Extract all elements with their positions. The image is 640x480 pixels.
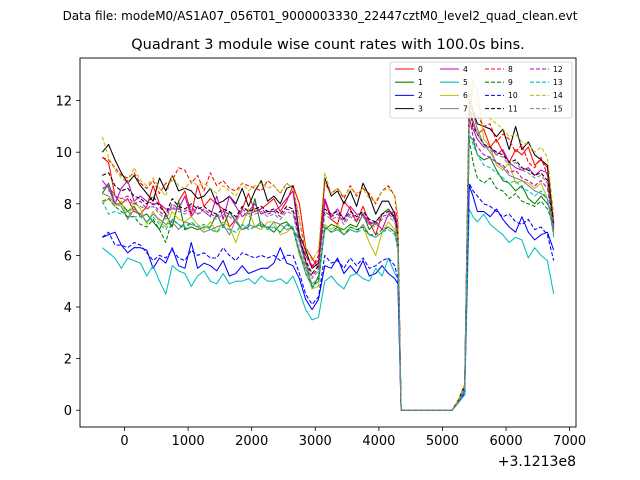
- x-tick-label: 1000: [172, 434, 205, 449]
- series-line-4: [101, 120, 555, 411]
- legend-label-8: 8: [508, 65, 513, 74]
- x-tick-label: 0: [120, 434, 128, 449]
- series-line-6: [101, 79, 555, 411]
- legend-label-13: 13: [553, 78, 563, 87]
- series-line-2: [102, 185, 555, 411]
- legend-label-15: 15: [553, 104, 563, 113]
- x-tick-label: 7000: [553, 434, 586, 449]
- series-line-15: [102, 112, 555, 411]
- y-tick-label: 12: [55, 95, 72, 110]
- x-tick-label: 5000: [426, 434, 459, 449]
- legend-label-11: 11: [508, 104, 518, 113]
- legend-label-2: 2: [418, 91, 423, 100]
- y-axis: 0 2 4 6 8 10 12: [55, 95, 80, 419]
- series-line-0: [101, 105, 555, 411]
- y-tick-label: 10: [55, 146, 72, 161]
- series-line-12: [102, 115, 555, 411]
- legend-label-9: 9: [508, 78, 513, 87]
- x-tick-label: 6000: [490, 434, 523, 449]
- series-line-7: [102, 112, 555, 411]
- series-line-13: [101, 130, 555, 411]
- x-tick-label: 3000: [299, 434, 332, 449]
- legend-label-14: 14: [553, 91, 563, 100]
- y-tick-label: 6: [64, 249, 72, 264]
- series-line-11: [102, 107, 555, 411]
- plot-frame: [79, 57, 577, 428]
- x-offset-label: +3.1213e8: [498, 454, 576, 470]
- legend-box: [389, 61, 573, 119]
- series-line-8: [102, 92, 555, 411]
- legend-label-12: 12: [553, 65, 563, 74]
- x-axis: 0 1000 2000 3000 4000 5000 6000 7000: [120, 427, 586, 449]
- legend-label-10: 10: [508, 91, 518, 100]
- legend-label-6: 6: [463, 91, 468, 100]
- chart-title: Quadrant 3 module wise count rates with …: [131, 37, 525, 53]
- y-tick-label: 4: [64, 301, 72, 316]
- figure-suptitle: Data file: modeM0/AS1A07_056T01_90000033…: [63, 9, 578, 23]
- y-tick-label: 2: [64, 353, 72, 368]
- x-tick-label: 2000: [235, 434, 268, 449]
- x-tick-label: 4000: [362, 434, 395, 449]
- series-line-5: [101, 208, 555, 411]
- legend-label-1: 1: [418, 78, 423, 87]
- series-line-3: [101, 100, 555, 411]
- series-line-10: [101, 182, 555, 411]
- y-tick-label: 0: [64, 404, 72, 419]
- legend-label-0: 0: [418, 65, 423, 74]
- series-layer: [101, 79, 555, 411]
- y-tick-label: 8: [64, 198, 72, 213]
- legend-label-5: 5: [463, 78, 468, 87]
- legend-label-7: 7: [463, 104, 468, 113]
- legend-label-4: 4: [463, 65, 468, 74]
- legend-label-3: 3: [418, 104, 423, 113]
